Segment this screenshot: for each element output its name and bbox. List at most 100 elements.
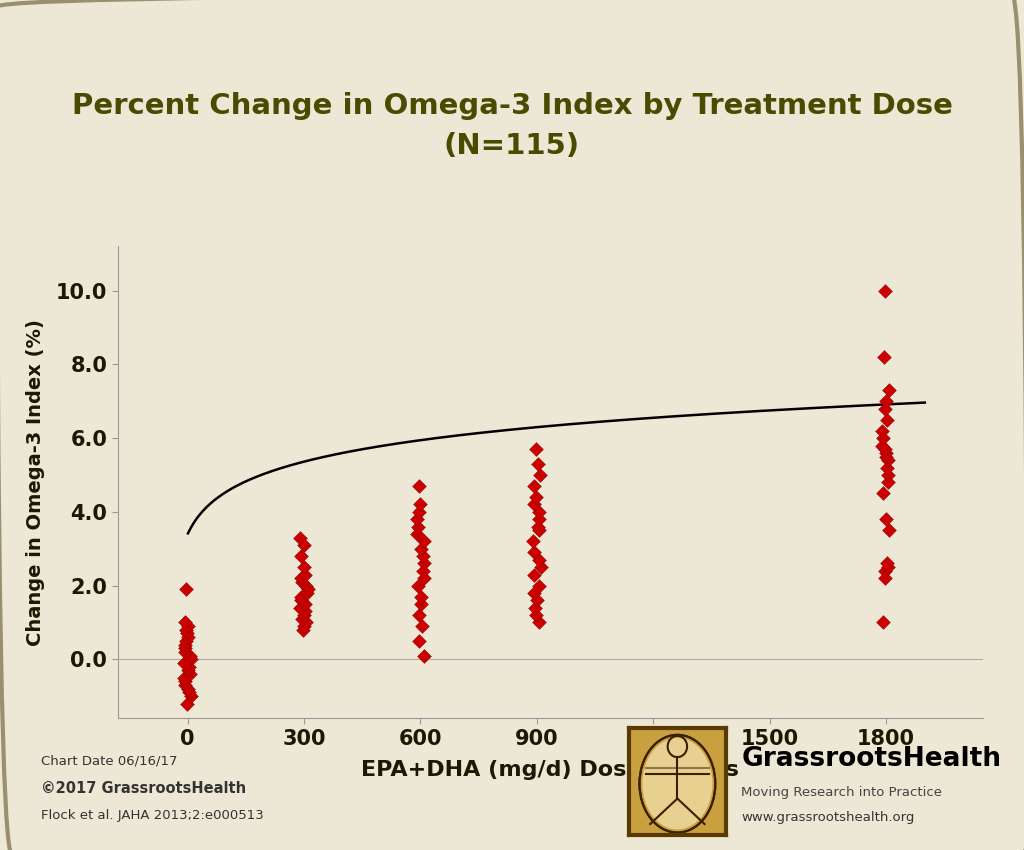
Point <box>415 564 431 578</box>
Point <box>878 446 894 460</box>
Point <box>182 649 199 662</box>
Point <box>295 623 311 637</box>
Point <box>525 568 542 581</box>
Point <box>531 615 548 629</box>
Point <box>294 575 310 589</box>
Point <box>880 560 896 574</box>
Point <box>293 593 309 607</box>
Point <box>411 505 427 518</box>
Point <box>879 461 895 474</box>
Point <box>874 487 891 501</box>
Point <box>531 468 548 482</box>
Point <box>531 579 548 592</box>
Point <box>294 612 310 626</box>
Point <box>178 623 195 637</box>
Point <box>178 634 195 648</box>
Point <box>880 468 896 482</box>
Point <box>177 675 194 688</box>
Point <box>414 620 430 633</box>
Point <box>179 626 196 640</box>
Point <box>177 638 194 651</box>
Point <box>878 284 894 298</box>
Point <box>298 615 314 629</box>
Point <box>181 686 198 700</box>
Point <box>183 653 200 666</box>
Point <box>298 579 314 592</box>
Point <box>877 571 893 585</box>
Text: www.grassrootshealth.org: www.grassrootshealth.org <box>741 811 914 824</box>
Point <box>177 642 194 655</box>
Point <box>293 590 309 604</box>
Point <box>527 601 544 615</box>
Point <box>292 601 308 615</box>
Point <box>177 645 194 659</box>
Point <box>879 557 895 570</box>
Point <box>177 678 194 692</box>
Point <box>180 682 197 695</box>
X-axis label: EPA+DHA (mg/d) Dose Groups: EPA+DHA (mg/d) Dose Groups <box>361 760 739 779</box>
Point <box>527 490 544 504</box>
Point <box>416 649 432 662</box>
Point <box>178 697 195 711</box>
Point <box>410 520 426 534</box>
Point <box>409 513 425 526</box>
Point <box>530 513 547 526</box>
Point <box>296 609 312 622</box>
Point <box>416 571 432 585</box>
Point <box>531 524 548 537</box>
Point <box>530 505 547 518</box>
Point <box>413 590 429 604</box>
Point <box>874 615 891 629</box>
Point <box>416 535 432 548</box>
Point <box>525 479 542 493</box>
Point <box>877 564 893 578</box>
Y-axis label: Change in Omega-3 Index (%): Change in Omega-3 Index (%) <box>26 319 45 646</box>
Point <box>878 442 894 456</box>
Point <box>530 553 547 567</box>
Point <box>176 615 193 629</box>
Point <box>293 549 309 563</box>
Text: Chart Date 06/16/17: Chart Date 06/16/17 <box>41 754 177 768</box>
Point <box>878 394 894 408</box>
Point <box>292 531 308 545</box>
Text: (N=115): (N=115) <box>444 133 580 160</box>
Point <box>411 634 427 648</box>
Point <box>411 479 427 493</box>
Point <box>295 560 311 574</box>
Point <box>878 513 894 526</box>
Point <box>176 671 193 684</box>
Point <box>296 538 312 552</box>
Point <box>416 549 432 563</box>
Point <box>527 609 544 622</box>
Point <box>529 457 546 471</box>
Text: Moving Research into Practice: Moving Research into Practice <box>741 785 942 799</box>
Point <box>874 424 891 438</box>
Point <box>879 413 895 427</box>
Point <box>881 524 897 537</box>
Point <box>181 660 198 673</box>
Point <box>526 546 543 559</box>
Point <box>524 535 541 548</box>
Point <box>176 656 193 670</box>
Point <box>526 586 543 600</box>
Point <box>180 620 197 633</box>
Text: GrassrootsHealth: GrassrootsHealth <box>741 746 1001 772</box>
Point <box>532 560 549 574</box>
Point <box>297 598 313 611</box>
Text: ©2017 GrassrootsHealth: ©2017 GrassrootsHealth <box>41 781 246 796</box>
Point <box>880 476 896 490</box>
Point <box>874 439 891 452</box>
Point <box>409 527 425 541</box>
Point <box>293 571 309 585</box>
Point <box>297 568 313 581</box>
Point <box>412 498 428 512</box>
Point <box>876 350 892 364</box>
Point <box>410 579 426 592</box>
Point <box>180 664 197 677</box>
Point <box>183 689 200 703</box>
Point <box>296 620 312 633</box>
Text: Flock et al. JAHA 2013;2:e000513: Flock et al. JAHA 2013;2:e000513 <box>41 809 264 823</box>
Point <box>411 609 427 622</box>
Point <box>880 453 896 467</box>
Point <box>874 431 891 445</box>
